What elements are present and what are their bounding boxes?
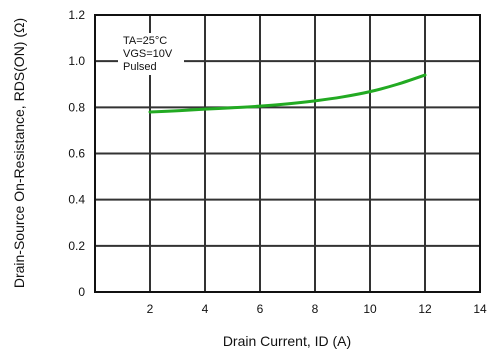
x-tick-label: 14: [473, 302, 487, 316]
y-tick-label: 0.6: [68, 147, 85, 161]
x-tick-label: 10: [363, 302, 377, 316]
annotation-box: TA=25°C VGS=10V Pulsed: [118, 33, 184, 75]
y-tick-label: 1.0: [68, 54, 85, 68]
x-tick-label: 4: [202, 302, 209, 316]
grid-lines: [95, 15, 480, 292]
series-layer: [148, 73, 427, 114]
y-tick-label: 1.2: [68, 8, 85, 22]
annotation-line-temperature: TA=25°C: [123, 35, 167, 47]
y-tick-label: 0: [78, 285, 85, 299]
annotation-line-pulsed: Pulsed: [123, 61, 157, 73]
y-tick-labels: 0 0.2 0.4 0.6 0.8 1.0 1.2: [68, 8, 85, 299]
series-line-rds-on: [148, 73, 427, 114]
x-tick-label: 2: [147, 302, 154, 316]
annotation-line-vgs: VGS=10V: [123, 48, 173, 60]
x-tick-label: 8: [312, 302, 319, 316]
x-tick-labels: 2 4 6 8 10 12 14: [147, 302, 487, 316]
annotation-background: [118, 33, 184, 75]
y-tick-label: 0.4: [68, 193, 85, 207]
x-axis-label: Drain Current, ID (A): [223, 333, 351, 349]
y-axis-label: Drain-Source On-Resistance, RDS(ON) (Ω): [11, 18, 27, 288]
y-tick-label: 0.8: [68, 100, 85, 114]
y-tick-label: 0.2: [68, 239, 85, 253]
x-tick-label: 12: [418, 302, 432, 316]
x-tick-label: 6: [257, 302, 264, 316]
plot-frame: [94, 14, 481, 293]
